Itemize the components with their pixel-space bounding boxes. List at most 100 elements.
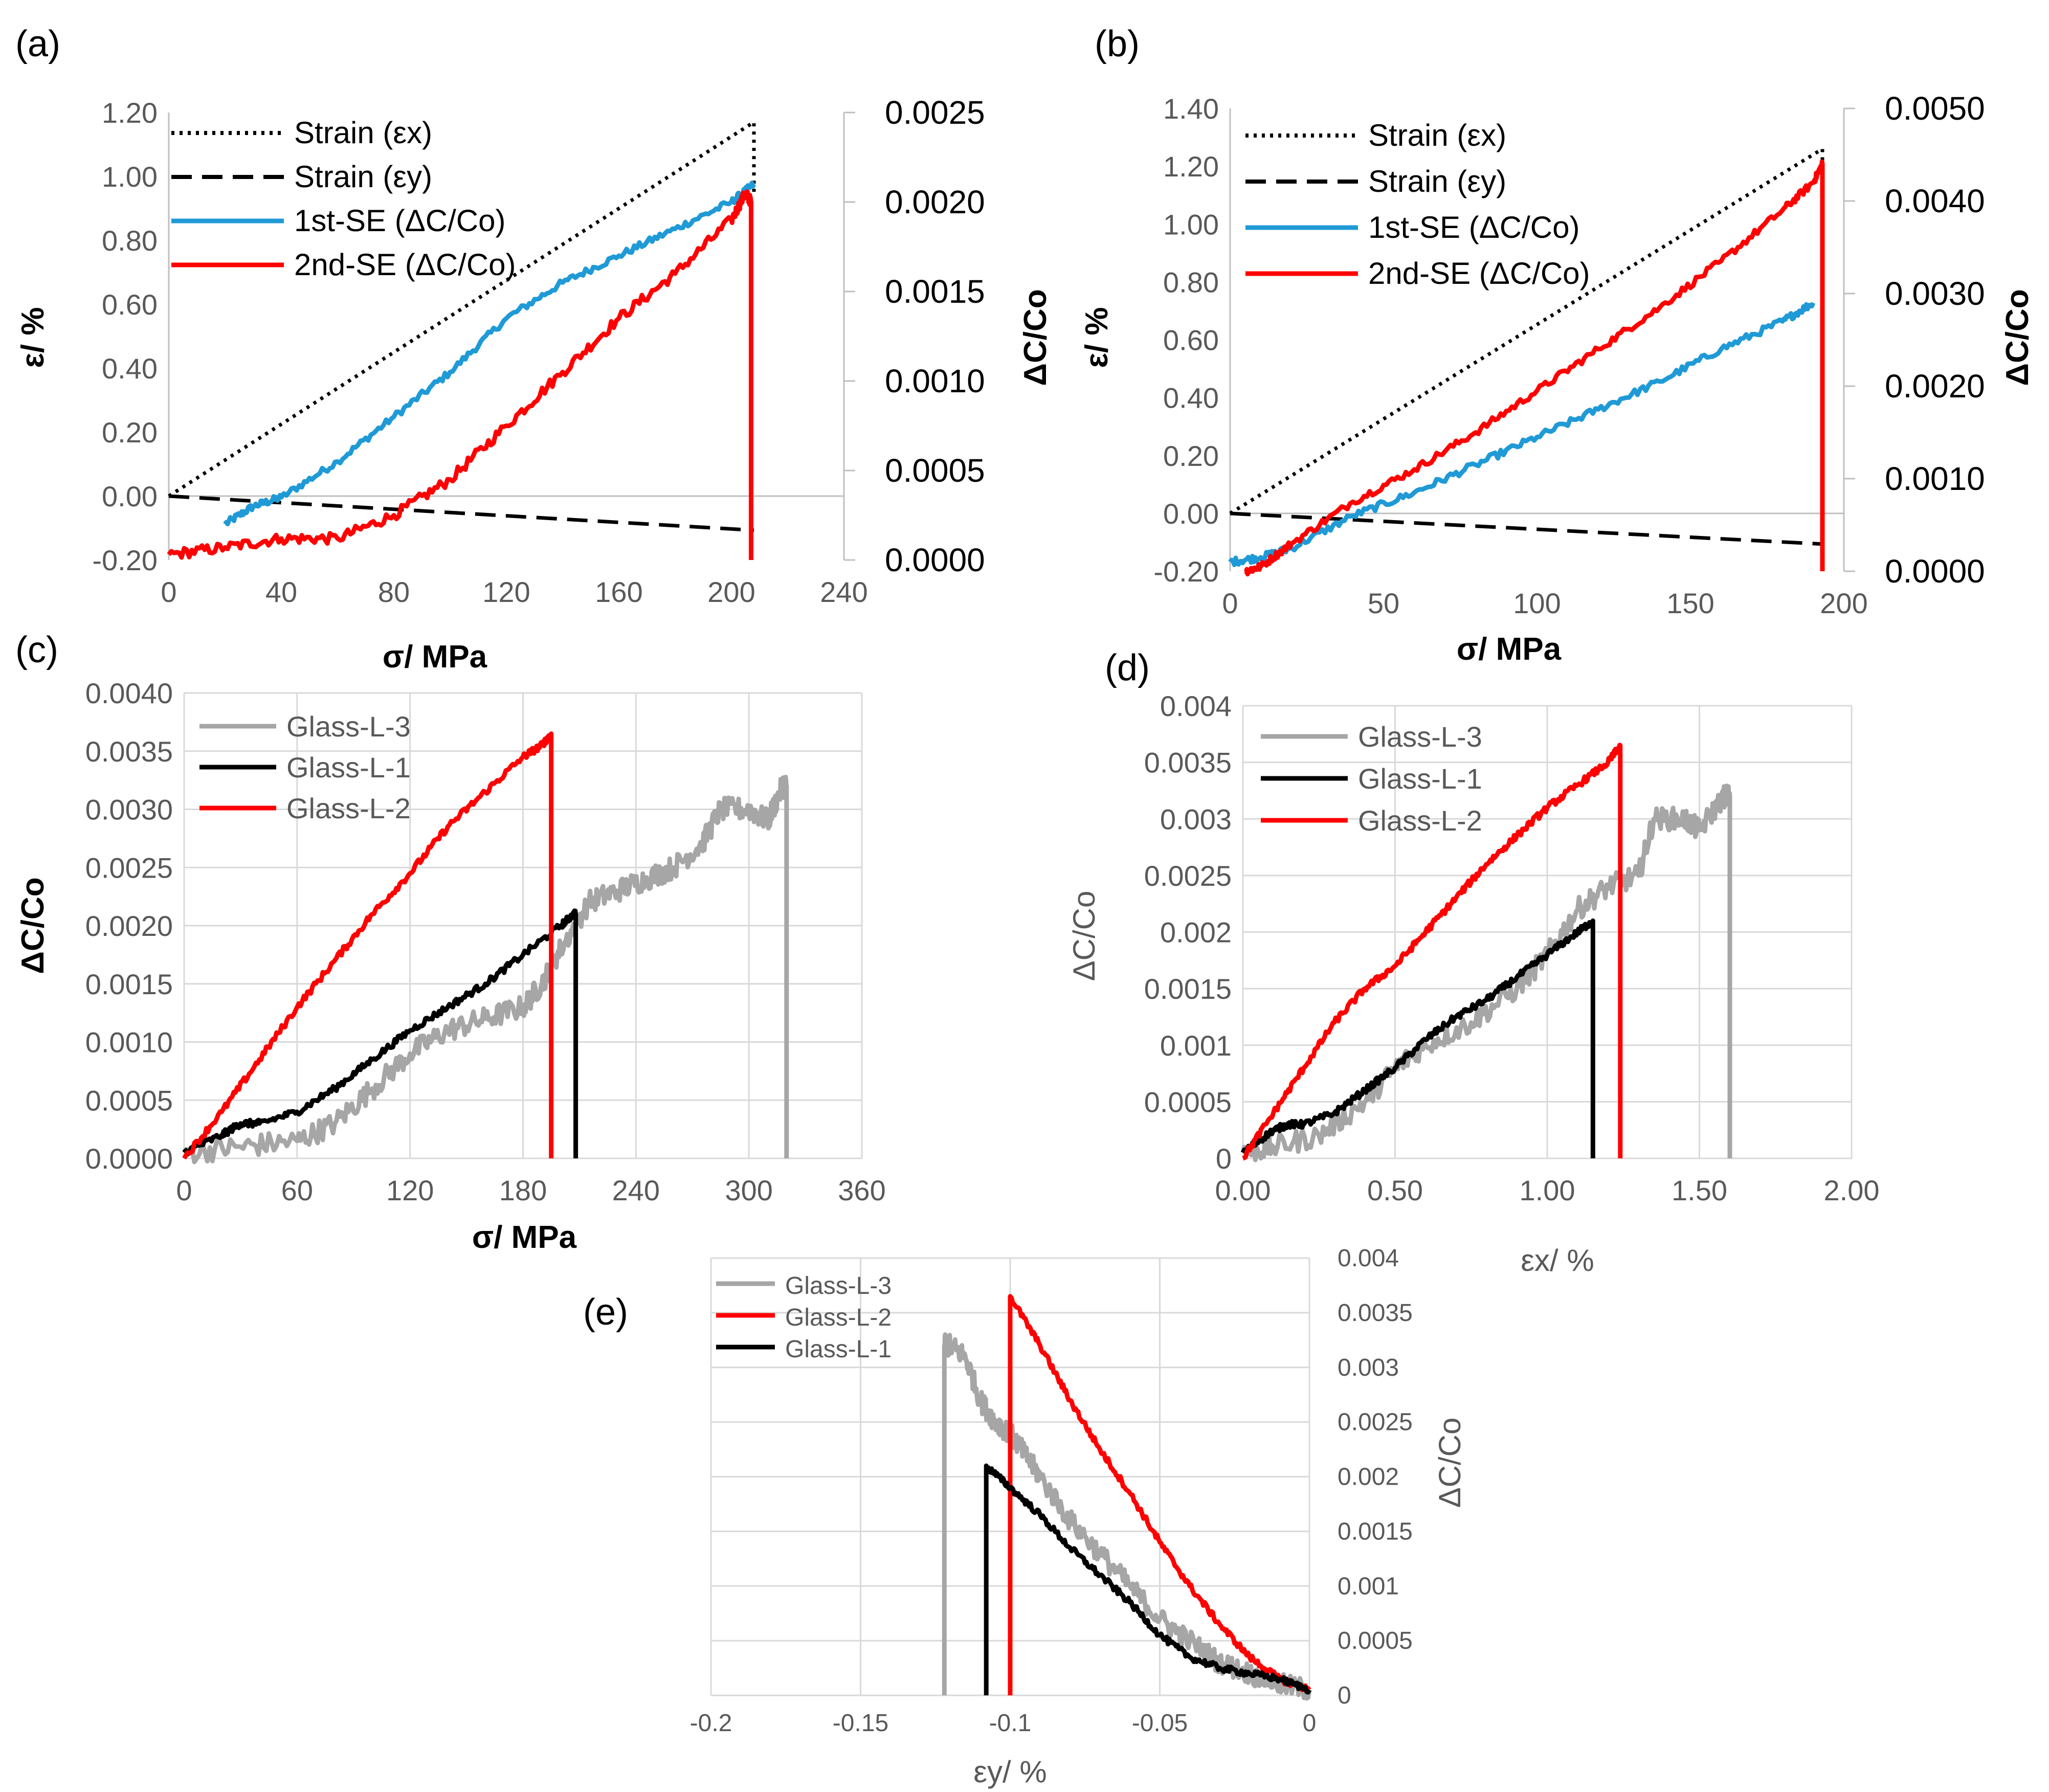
x-tick-label: 360: [838, 1174, 885, 1206]
x-axis-title: σ/ MPa: [472, 1220, 577, 1255]
y-tick-label: 0.0025: [1338, 1409, 1413, 1436]
legend-label: 2nd-SE (ΔC/Co): [294, 248, 516, 282]
x-tick-label: 0: [1303, 1710, 1317, 1737]
legend-label: Strain (εx): [1368, 118, 1506, 152]
legend-label: 2nd-SE (ΔC/Co): [1368, 256, 1590, 290]
chart-e: (e) -0.2 -0.15 -0.1 -0.05 00 0.0005 0.001 0.0015…: [583, 1245, 1467, 1789]
y-tick-label: 0.0015: [85, 968, 173, 1000]
legend-label: Glass-L-2: [1358, 804, 1482, 837]
y2-tick-label: 0.0005: [885, 452, 985, 489]
y-tick-label: 0.0035: [85, 735, 173, 768]
x-tick-label: 100: [1513, 587, 1561, 619]
legend-label: Glass-L-3: [1358, 721, 1482, 753]
y-axis-title: ε/ %: [15, 307, 51, 368]
y-tick-label: 0.00: [102, 480, 158, 512]
series-line-c-0: [182, 774, 789, 1164]
series-line-e-1: [1008, 1294, 1311, 1695]
y2-tick-label: 0.0030: [1885, 275, 1985, 312]
y2-axis-title: ΔC/Co: [2000, 289, 2035, 386]
y-tick-label: 0.60: [1163, 324, 1219, 356]
legend-label: 1st-SE (ΔC/Co): [1368, 210, 1579, 244]
y-tick-label: 0.004: [1160, 690, 1232, 722]
legend-label: Glass-L-1: [286, 751, 411, 783]
x-tick-label: 50: [1368, 587, 1399, 619]
series-line-b-3: [1243, 159, 1825, 577]
y-tick-label: 1.00: [102, 161, 158, 193]
y-tick-label: 0.40: [1163, 382, 1219, 414]
y2-tick-label: 0.0000: [885, 542, 985, 578]
y-tick-label: 0.0005: [85, 1084, 173, 1116]
series-line-d-1: [1240, 918, 1595, 1158]
y-tick-label: 0.0035: [1338, 1300, 1413, 1327]
x-tick-label: 0: [176, 1174, 192, 1206]
x-axis-title: εx/ %: [1521, 1243, 1594, 1278]
series-line-d-0: [1240, 783, 1732, 1162]
y-tick-label: 1.20: [102, 97, 158, 129]
y2-tick-label: 0.0025: [885, 94, 985, 131]
series-line-a-3: [167, 189, 753, 560]
x-tick-label: 300: [725, 1174, 772, 1206]
y-tick-label: 0.001: [1338, 1573, 1399, 1600]
y-tick-label: 1.00: [1163, 208, 1219, 240]
y-tick-label: 0.0005: [1144, 1086, 1232, 1118]
x-tick-label: 0.00: [1215, 1174, 1271, 1206]
y2-axis-title: ΔC/Co: [1018, 289, 1053, 386]
y-tick-label: 0.004: [1338, 1245, 1399, 1272]
y-tick-label: 0.0015: [1144, 973, 1232, 1005]
y2-tick-label: 0.0040: [1885, 183, 1985, 219]
x-tick-label: -0.05: [1132, 1710, 1188, 1737]
y-tick-label: 0.20: [1163, 440, 1219, 472]
x-tick-label: 2.00: [1824, 1174, 1880, 1206]
legend-label: Strain (εy): [294, 160, 432, 194]
panel-label: (c): [15, 630, 58, 670]
x-tick-label: -0.2: [690, 1710, 732, 1737]
series-line-e-2: [984, 1463, 1311, 1695]
y-tick-label: 0.0035: [1144, 747, 1232, 779]
y-tick-label: 0.0030: [85, 794, 173, 826]
series-line-c-1: [182, 908, 578, 1158]
series-line-a-0: [168, 120, 756, 498]
y-tick-label: 0.0005: [1338, 1627, 1413, 1654]
y-tick-label: -0.20: [92, 544, 158, 576]
x-tick-label: 40: [265, 576, 297, 608]
x-tick-label: 200: [707, 576, 755, 608]
x-tick-label: 0.50: [1367, 1174, 1423, 1206]
series-line-e-0: [942, 1332, 1312, 1701]
series-line-d-2: [1242, 743, 1623, 1161]
y-tick-label: 0.80: [102, 225, 158, 257]
y-axis-title: ΔC/Co: [1067, 891, 1101, 981]
y-tick-label: 0.0000: [85, 1143, 173, 1175]
y-tick-label: 0: [1216, 1143, 1232, 1175]
y-tick-label: 0: [1338, 1682, 1351, 1709]
y-tick-label: 0.0025: [85, 852, 173, 884]
x-tick-label: 1.00: [1520, 1174, 1575, 1206]
legend-label: Strain (εy): [1368, 164, 1506, 198]
legend-label: Glass-L-1: [785, 1336, 892, 1363]
y-tick-label: 0.002: [1160, 916, 1232, 949]
panel-label: (a): [15, 24, 60, 64]
y-tick-label: 0.001: [1160, 1029, 1232, 1062]
legend-label: Glass-L-1: [1358, 763, 1482, 795]
legend-label: Glass-L-2: [286, 792, 411, 824]
legend-label: Glass-L-3: [286, 710, 411, 743]
legend-label: Strain (εx): [294, 116, 432, 150]
y-tick-label: 0.003: [1160, 803, 1232, 835]
y-tick-label: 0.0040: [85, 677, 173, 709]
x-tick-label: 60: [281, 1174, 313, 1206]
y-tick-label: 0.0025: [1144, 860, 1232, 892]
x-tick-label: 200: [1820, 587, 1867, 619]
y2-tick-label: 0.0020: [885, 184, 985, 220]
series-line-a-1: [168, 494, 754, 532]
x-axis-title: σ/ MPa: [1457, 632, 1562, 667]
y2-tick-label: 0.0000: [1885, 553, 1985, 590]
y-tick-label: 0.60: [102, 288, 158, 321]
y2-tick-label: 0.0015: [885, 273, 985, 310]
series-line-a-2: [223, 181, 756, 527]
y-tick-label: 0.0015: [1338, 1518, 1413, 1545]
y-tick-label: -0.20: [1153, 555, 1219, 588]
x-tick-label: 150: [1666, 587, 1714, 619]
x-tick-label: 1.50: [1672, 1174, 1727, 1206]
x-tick-label: 160: [595, 576, 642, 608]
x-tick-label: 120: [482, 576, 530, 608]
